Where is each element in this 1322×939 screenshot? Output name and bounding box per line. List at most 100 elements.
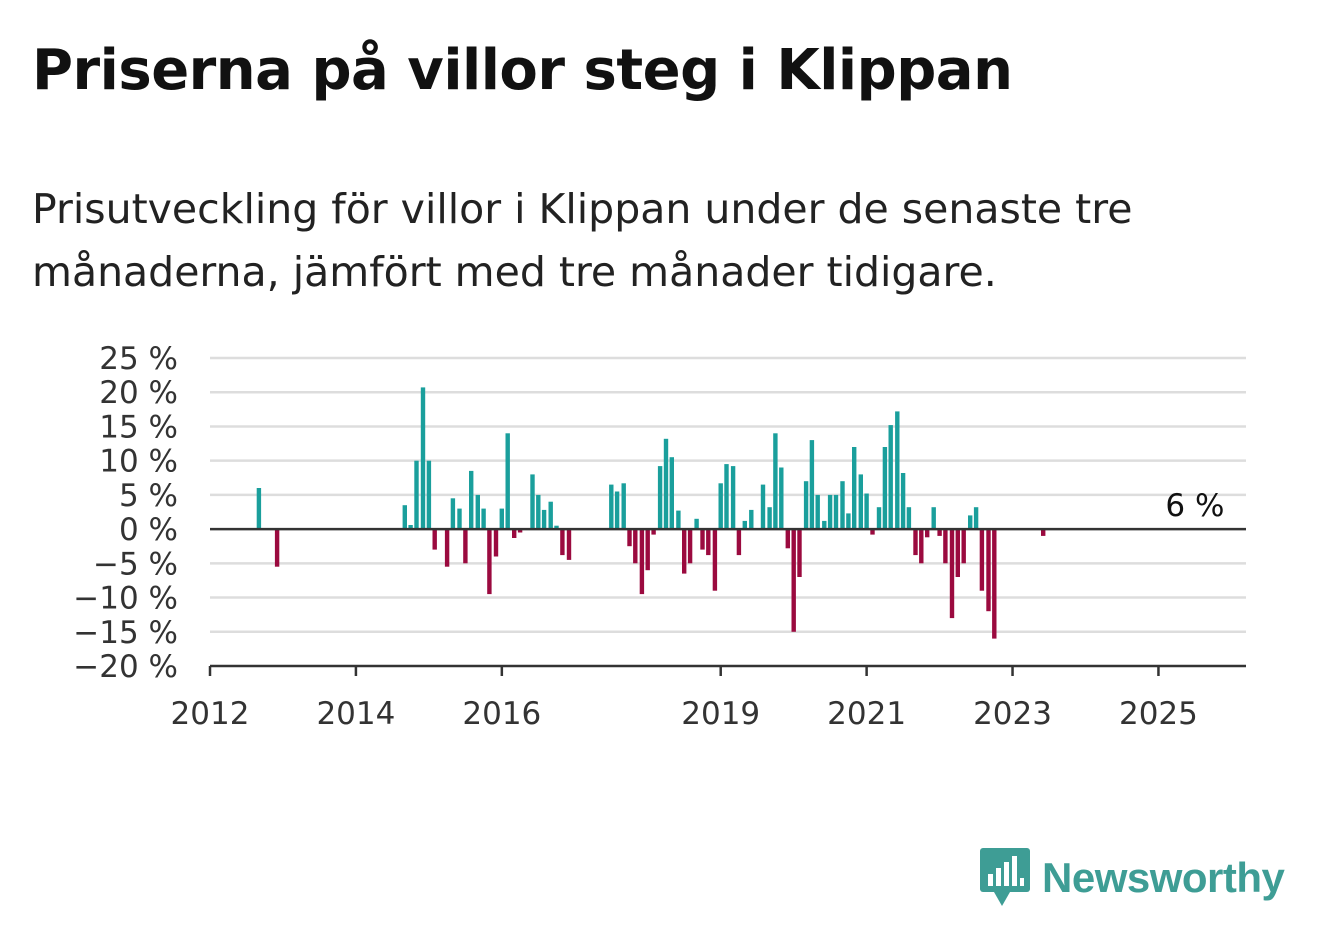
bar xyxy=(469,470,474,530)
bar xyxy=(730,466,736,530)
x-tick-label: 2019 xyxy=(681,696,760,732)
y-tick-label: −15 % xyxy=(73,615,178,651)
bar xyxy=(614,491,620,530)
bar xyxy=(639,529,645,595)
bar xyxy=(760,484,766,530)
y-tick-label: 25 % xyxy=(99,341,178,377)
bar xyxy=(548,501,553,530)
x-tick-label: 2014 xyxy=(316,696,395,732)
bar xyxy=(450,498,456,530)
bar xyxy=(627,529,632,547)
bar xyxy=(791,529,796,632)
bar xyxy=(481,508,486,530)
y-tick-label: 15 % xyxy=(99,409,178,445)
bar xyxy=(900,473,906,530)
bar xyxy=(809,440,815,530)
y-tick-label: 0 % xyxy=(119,512,178,548)
x-tick-label: 2016 xyxy=(462,696,541,732)
bar xyxy=(687,529,693,564)
bar xyxy=(949,529,955,619)
bar xyxy=(882,447,888,530)
bar xyxy=(402,505,407,530)
bar xyxy=(651,529,656,535)
bar xyxy=(566,529,572,560)
bar xyxy=(858,474,863,530)
last-value-annotation: 6 % xyxy=(1165,488,1224,524)
bar xyxy=(913,529,918,556)
bar xyxy=(700,529,705,550)
x-tick-label: 2025 xyxy=(1119,696,1198,732)
bar xyxy=(256,488,262,530)
bar xyxy=(487,529,492,595)
bar xyxy=(676,510,681,530)
bar xyxy=(773,433,778,530)
bar xyxy=(852,447,857,530)
bar xyxy=(712,529,718,591)
bar xyxy=(457,508,462,530)
bar xyxy=(992,529,997,639)
y-tick-label: 20 % xyxy=(99,375,178,411)
bar xyxy=(955,529,960,577)
bar xyxy=(827,494,833,530)
bar xyxy=(493,529,499,557)
bar xyxy=(414,460,419,530)
bar xyxy=(499,508,504,530)
bar xyxy=(979,529,985,591)
bar xyxy=(420,387,426,530)
bar xyxy=(633,529,638,564)
chart-subtitle: Prisutveckling för villor i Klippan unde… xyxy=(32,185,1133,296)
x-tick-label: 2021 xyxy=(827,696,906,732)
bar xyxy=(444,529,450,567)
x-tick-label: 2023 xyxy=(973,696,1052,732)
bar xyxy=(609,484,614,530)
bar xyxy=(669,457,674,530)
bar xyxy=(663,438,669,530)
brand-logo: Newsworthy xyxy=(980,848,1285,908)
bar xyxy=(822,520,827,530)
bar xyxy=(560,529,565,556)
bar xyxy=(724,464,729,530)
bar xyxy=(621,483,626,530)
bar xyxy=(876,507,882,530)
bar xyxy=(657,466,663,530)
bar xyxy=(943,529,948,564)
bar xyxy=(864,493,869,530)
bar xyxy=(919,529,924,564)
bar xyxy=(986,529,991,612)
bar xyxy=(968,515,973,530)
y-tick-label: 10 % xyxy=(99,444,178,480)
y-tick-label: −20 % xyxy=(73,649,178,685)
bar xyxy=(937,529,942,536)
bar xyxy=(797,529,802,577)
newsworthy-logo-icon xyxy=(980,848,1030,906)
bar xyxy=(925,529,930,538)
y-tick-label: −5 % xyxy=(93,546,178,582)
bar xyxy=(736,529,742,556)
bar xyxy=(779,467,784,530)
bar xyxy=(554,525,559,530)
bar xyxy=(931,507,936,530)
bar xyxy=(767,507,772,530)
bar xyxy=(426,460,432,530)
bar xyxy=(541,509,547,530)
bar xyxy=(517,529,523,533)
bar xyxy=(870,529,875,535)
bar xyxy=(833,494,839,530)
chart-title: Priserna på villor steg i Klippan xyxy=(32,38,1013,103)
bar-chart: 25 %20 %15 %10 %5 %0 %−5 %−10 %−15 %−20 … xyxy=(73,341,1246,732)
bar xyxy=(840,481,845,530)
bar xyxy=(694,518,699,530)
bar xyxy=(895,411,900,530)
bar xyxy=(682,529,687,574)
y-axis-labels: 25 %20 %15 %10 %5 %0 %−5 %−10 %−15 %−20 … xyxy=(73,341,178,685)
bar xyxy=(749,509,754,530)
bar xyxy=(463,529,468,564)
bar xyxy=(505,433,510,530)
bar xyxy=(785,529,790,549)
bar xyxy=(645,529,650,571)
bar xyxy=(961,529,966,564)
x-axis-ticks: 2012 2014 2016 2019 2021 2023 2025 xyxy=(171,666,1198,732)
bar xyxy=(718,483,723,530)
bar xyxy=(475,494,480,530)
bars xyxy=(256,387,1046,639)
